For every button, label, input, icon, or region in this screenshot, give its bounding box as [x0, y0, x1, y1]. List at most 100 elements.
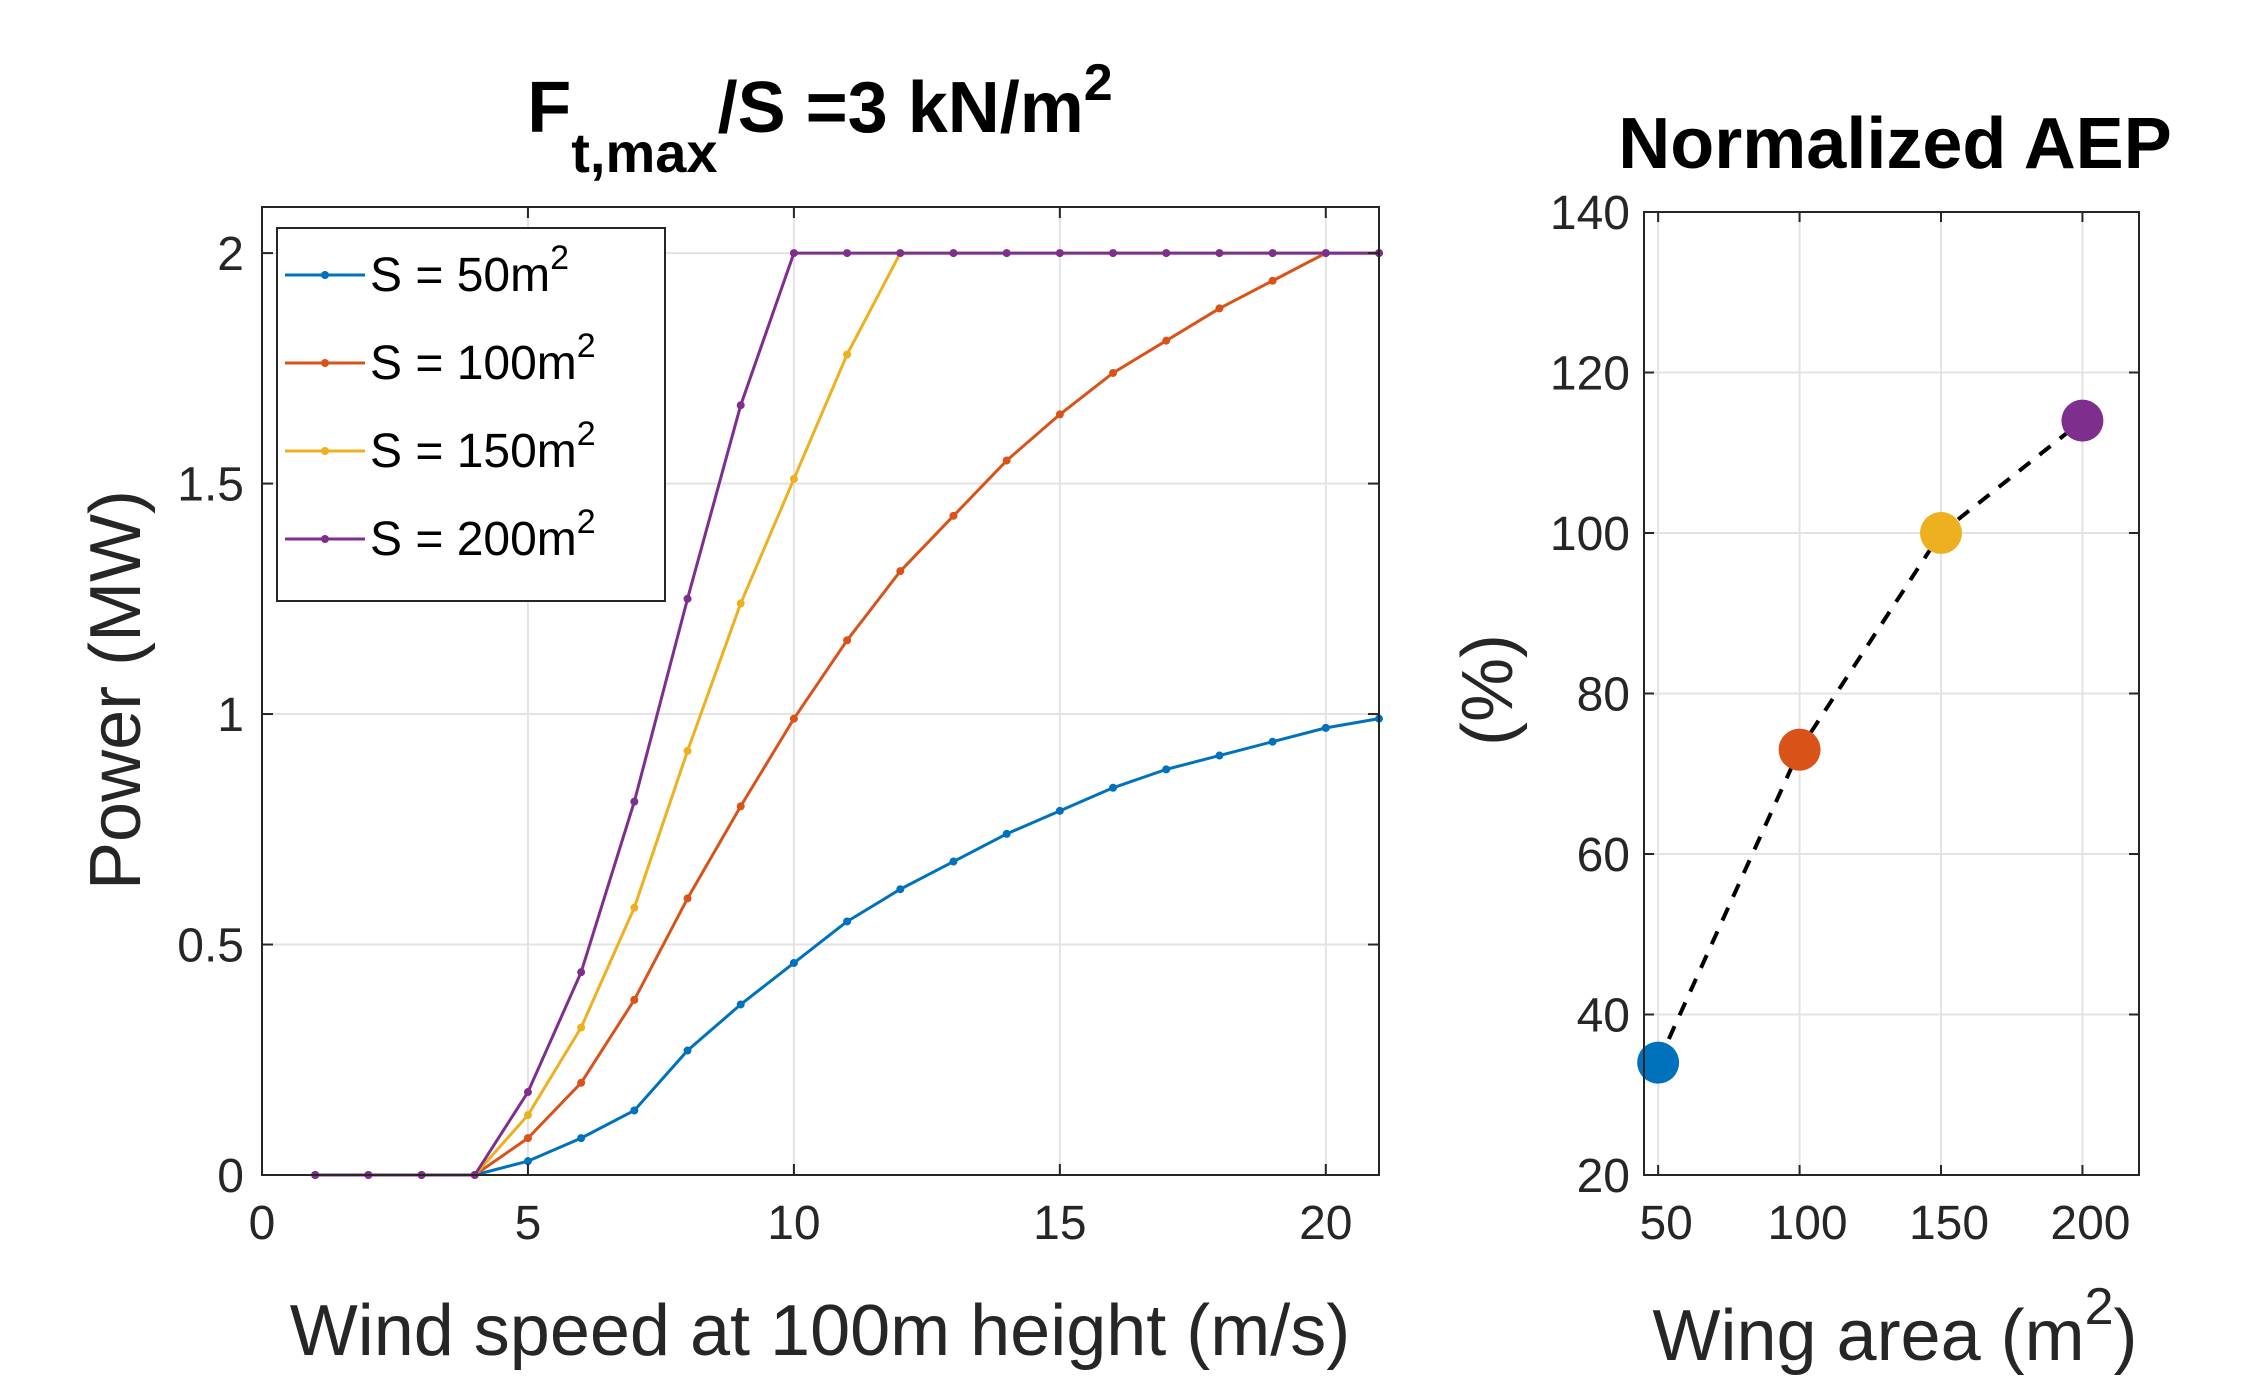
y-tick-label: 60 — [1577, 829, 1630, 882]
data-point — [1162, 249, 1171, 258]
data-point — [949, 249, 958, 258]
legend-label: S = 50m2 — [370, 239, 569, 302]
data-point — [1002, 829, 1011, 838]
legend-marker — [321, 271, 329, 279]
y-tick-label: 0 — [217, 1150, 244, 1203]
data-point — [896, 249, 905, 258]
aep-point — [1778, 728, 1821, 771]
data-point — [736, 599, 745, 608]
data-point — [789, 474, 798, 483]
data-point — [1109, 368, 1118, 377]
data-point — [630, 995, 639, 1004]
x-tick-label: 100 — [1768, 1197, 1848, 1250]
x-tick-label: 20 — [1299, 1197, 1352, 1250]
data-point — [1162, 765, 1171, 774]
data-point — [896, 567, 905, 576]
data-point — [1055, 249, 1064, 258]
data-point — [843, 249, 852, 258]
data-point — [789, 714, 798, 723]
legend: S = 50m2 S = 100m2 S = 150m2 S = 200m2 — [276, 227, 666, 602]
data-point — [1055, 410, 1064, 419]
data-point — [1162, 336, 1171, 345]
normalized-aep-chart: 50 100 150 200 20 40 60 80 100 120 140 Normalized … — [1448, 104, 2172, 1376]
legend-label: S = 100m2 — [370, 327, 596, 390]
y-tick-label: 2 — [217, 228, 244, 281]
x-tick-label: 150 — [1909, 1197, 1989, 1250]
data-point — [523, 1157, 532, 1166]
y-tick-label: 120 — [1550, 348, 1630, 401]
aep-point — [1637, 1041, 1680, 1084]
x-axis-label-left: Wind speed at 100m height (m/s) — [290, 1291, 1351, 1371]
data-point — [736, 401, 745, 410]
data-point — [1109, 249, 1118, 258]
data-point — [683, 594, 692, 603]
y-tick-label: 100 — [1550, 508, 1630, 561]
data-point — [1002, 456, 1011, 465]
data-point — [1109, 783, 1118, 792]
data-point — [1321, 723, 1330, 732]
data-point — [577, 1078, 586, 1087]
chart-title-right: Normalized AEP — [1618, 104, 2171, 184]
data-point — [736, 802, 745, 811]
y-tick-label: 1 — [217, 689, 244, 742]
legend-marker — [321, 359, 329, 367]
x-tick-label: 15 — [1033, 1197, 1086, 1250]
data-point — [523, 1111, 532, 1120]
x-tick-label: 5 — [515, 1197, 542, 1250]
data-point — [683, 1046, 692, 1055]
data-point — [577, 968, 586, 977]
data-point — [1002, 249, 1011, 258]
x-tick-label: 50 — [1639, 1197, 1692, 1250]
data-point — [1268, 737, 1277, 746]
data-point — [789, 958, 798, 967]
y-tick-label: 140 — [1550, 187, 1630, 240]
data-point — [683, 894, 692, 903]
legend-label: S = 200m2 — [370, 503, 596, 566]
data-point — [683, 746, 692, 755]
aep-point — [1920, 512, 1962, 554]
data-point — [1268, 249, 1277, 258]
data-point — [630, 903, 639, 912]
data-point — [1321, 249, 1330, 258]
aep-points — [1637, 399, 2104, 1084]
y-axis-label-right: (%) — [1448, 634, 1528, 746]
y-tick-label: 40 — [1577, 990, 1630, 1043]
legend-marker — [321, 535, 329, 543]
data-point — [736, 1000, 745, 1009]
data-point — [896, 885, 905, 894]
data-point — [789, 249, 798, 258]
axes-box-left — [261, 206, 1380, 1176]
aep-trend-line — [1656, 419, 2084, 1064]
data-point — [1215, 249, 1224, 258]
chart-title-left: Ft,max/S =3 kN/m2 — [527, 54, 1112, 184]
x-tick-label: 200 — [2050, 1197, 2130, 1250]
y-tick-label: 1.5 — [177, 459, 244, 512]
x-axis-label-right: Wing area (m2) — [1652, 1278, 2137, 1376]
data-point — [949, 511, 958, 520]
aep-point — [2061, 399, 2104, 442]
data-point — [843, 917, 852, 926]
y-tick-label: 80 — [1577, 669, 1630, 722]
data-point — [1215, 751, 1224, 760]
data-point — [1268, 276, 1277, 285]
y-tick-label: 20 — [1577, 1150, 1630, 1203]
x-tick-label: 10 — [767, 1197, 820, 1250]
y-axis-label-left: Power (MW) — [76, 490, 156, 890]
ticks-left: 0 5 10 15 20 0 0.5 1 1.5 2 — [177, 207, 1379, 1250]
legend-label: S = 150m2 — [370, 415, 596, 478]
data-point — [630, 797, 639, 806]
series-lines — [311, 249, 1383, 1179]
ticks-right: 50 100 150 200 20 40 60 80 100 120 140 — [1550, 187, 2139, 1250]
data-point — [630, 1106, 639, 1115]
legend-marker — [321, 447, 329, 455]
data-point — [523, 1088, 532, 1097]
x-tick-label: 0 — [249, 1197, 276, 1250]
data-point — [523, 1134, 532, 1143]
data-point — [1215, 304, 1224, 313]
power-curve-chart: 0 5 10 15 20 0 0.5 1 1.5 2 Ft,max/S =3 kN/m2 Wind… — [76, 54, 1383, 1371]
data-point — [843, 636, 852, 645]
data-point — [949, 857, 958, 866]
y-tick-label: 0.5 — [177, 920, 244, 973]
data-point — [577, 1023, 586, 1032]
